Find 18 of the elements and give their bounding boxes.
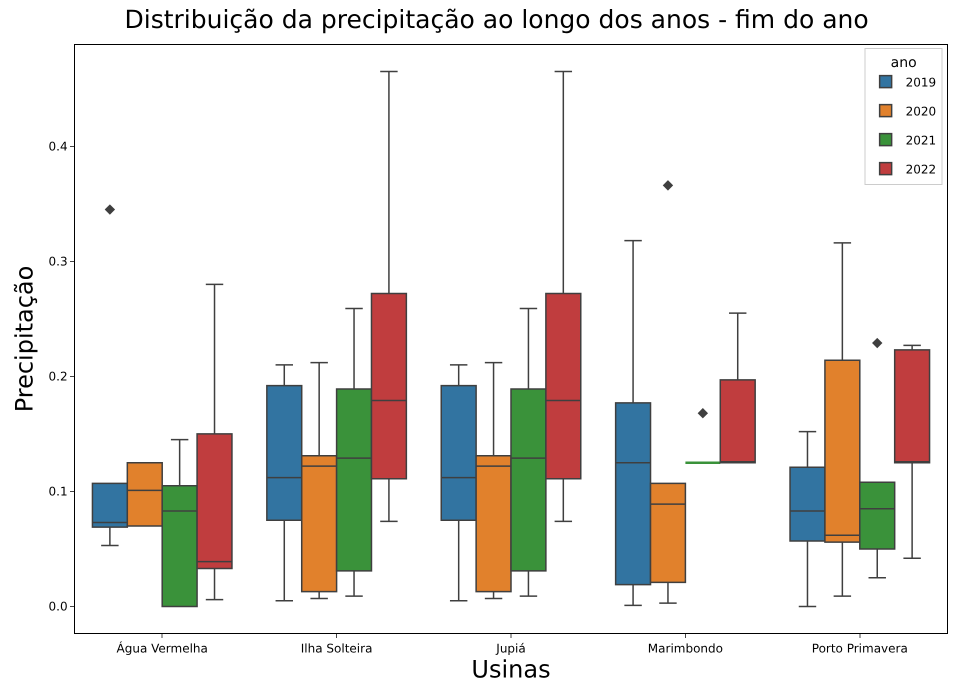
y-tick-label: 0.1 [48,484,68,499]
x-tick-label: Água Vermelha [116,640,208,656]
y-tick-label: 0.0 [48,600,68,614]
x-tick-label: Marimbondo [648,641,723,656]
legend-label: 2019 [906,75,936,90]
legend-title: ano [890,55,917,72]
y-axis-title: Precipitação [10,266,39,412]
y-tick-label: 0.3 [48,254,68,269]
chart-title: Distribuição da precipitação ao longo dos anos - fim do ano [124,4,869,34]
y-tick-label: 0.2 [48,370,68,384]
x-tick-label: Porto Primavera [812,641,908,656]
x-tick-label: Jupiá [495,641,526,656]
x-axis-title: Usinas [471,656,551,684]
legend-label: 2022 [906,162,936,176]
x-tick-label: Ilha Solteira [300,641,372,656]
legend-label: 2021 [906,133,936,148]
y-tick-label: 0.4 [48,139,68,154]
legend-label: 2020 [906,104,936,118]
